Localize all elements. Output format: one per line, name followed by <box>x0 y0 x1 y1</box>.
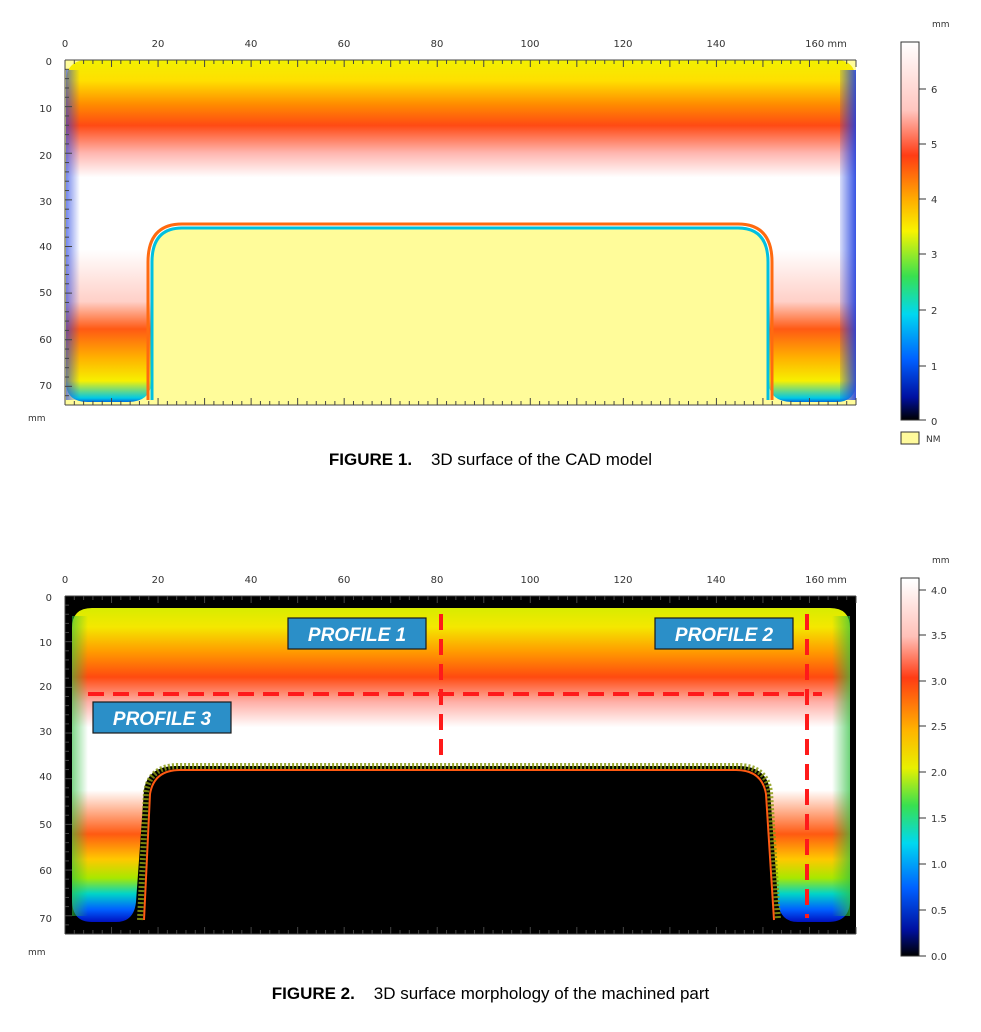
figure-2-scale-label: 0.0 <box>931 952 947 963</box>
figure-2-y-tick: 70 <box>39 914 52 925</box>
figure-1-y-tick: 60 <box>39 335 52 346</box>
figure-2-y-tick: 10 <box>39 638 52 649</box>
figure-2-y-tick: 40 <box>39 772 52 783</box>
figure-1-scale-unit: mm <box>932 20 950 30</box>
figure-2-x-tick: 0 <box>62 575 68 586</box>
figure-1-y-tick: 0 <box>46 57 52 68</box>
figure-2-inner-edge <box>137 763 781 921</box>
figure-1-nm-swatch <box>900 431 920 445</box>
figure-2-x-tick: 100 <box>520 575 539 586</box>
figure-2-y-tick: 20 <box>39 682 52 693</box>
figure-1-plot: 0 20 40 60 80 100 120 140 160 mm 0 10 20… <box>28 20 950 445</box>
figure-2-y-tick: 0 <box>46 593 52 604</box>
figure-1-scale-ticks <box>919 88 926 421</box>
figure-2-scale-label: 3.0 <box>931 677 947 688</box>
figure-1-y-tick: 30 <box>39 197 52 208</box>
figure-2: PROFILE 1 PROFILE 2 PROFILE 3 0 20 40 60… <box>0 540 981 1032</box>
figure-2-x-tick: 20 <box>152 575 165 586</box>
figure-2-y-unit: mm <box>28 948 46 958</box>
figure-1-x-tick: 120 <box>613 39 632 50</box>
figure-2-inner-edge-orange <box>143 769 775 921</box>
figure-1: 0 20 40 60 80 100 120 140 160 mm 0 10 20… <box>0 0 981 480</box>
figure-1-y-tick: 50 <box>39 288 52 299</box>
figure-2-x-tick: 120 <box>613 575 632 586</box>
figure-1-x-tick: 0 <box>62 39 68 50</box>
profile-3-text: PROFILE 3 <box>113 709 212 730</box>
figure-1-x-tick: 20 <box>152 39 165 50</box>
figure-1-y-tick: 40 <box>39 242 52 253</box>
figure-1-left-edge <box>66 70 82 400</box>
figure-1-x-tick: 140 <box>706 39 725 50</box>
figure-2-y-tick: 50 <box>39 820 52 831</box>
figure-2-right-edge <box>832 616 850 916</box>
figure-1-scale-label: 0 <box>931 417 937 428</box>
figure-1-right-edge <box>840 70 856 400</box>
figure-2-x-tick: 140 <box>706 575 725 586</box>
figure-2-scale-label: 3.5 <box>931 631 947 642</box>
figure-2-scale-label: 2.0 <box>931 768 947 779</box>
figure-1-scale-label: 3 <box>931 250 937 261</box>
figure-2-scale-label: 4.0 <box>931 586 947 597</box>
figure-2-scale-label: 1.0 <box>931 860 947 871</box>
figure-1-y-tick: 70 <box>39 381 52 392</box>
figure-1-scale-label: 5 <box>931 140 937 151</box>
figure-2-color-scale <box>900 577 920 957</box>
figure-2-scale-ticks <box>919 589 926 957</box>
figure-2-scale-label: 2.5 <box>931 722 947 733</box>
profile-2-text: PROFILE 2 <box>675 625 774 646</box>
profile-3-label: PROFILE 3 <box>92 701 232 734</box>
figure-1-scale-label: 1 <box>931 362 937 373</box>
figure-2-x-tick: 40 <box>245 575 258 586</box>
figure-2-scale-label: 1.5 <box>931 814 947 825</box>
figure-2-plot: PROFILE 1 PROFILE 2 PROFILE 3 0 20 40 60… <box>28 556 950 963</box>
figure-1-y-tick: 20 <box>39 151 52 162</box>
figure-2-scale-unit: mm <box>932 556 950 566</box>
figure-1-inner-edge <box>150 226 770 400</box>
figure-2-ticks <box>64 595 857 935</box>
figure-2-left-edge <box>72 616 90 916</box>
figure-2-x-tick: 160 mm <box>805 575 847 586</box>
figure-2-caption-label: FIGURE 2. <box>271 984 355 1003</box>
figure-2-x-tick: 60 <box>338 575 351 586</box>
figure-1-nm-label: NM <box>926 435 941 445</box>
profile-1-label: PROFILE 1 <box>287 617 427 650</box>
figure-1-caption-text: 3D surface of the CAD model <box>430 450 653 469</box>
figure-1-scale-label: 4 <box>931 195 937 206</box>
profile-2-label: PROFILE 2 <box>654 617 794 650</box>
figure-1-ticks <box>64 59 857 406</box>
figure-1-part-surface <box>66 60 856 402</box>
figure-2-y-tick: 60 <box>39 866 52 877</box>
figure-1-scale-label: 2 <box>931 306 937 317</box>
figure-1-y-unit: mm <box>28 414 46 424</box>
figure-1-x-tick: 100 <box>520 39 539 50</box>
figure-2-caption-text: 3D surface morphology of the machined pa… <box>373 984 710 1003</box>
figure-2-caption: FIGURE 2. 3D surface morphology of the m… <box>0 984 981 1004</box>
figure-1-caption-label: FIGURE 1. <box>328 450 413 469</box>
profile-1-text: PROFILE 1 <box>308 625 406 646</box>
figure-1-y-tick: 10 <box>39 104 52 115</box>
figure-1-scale-label: 6 <box>931 85 937 96</box>
figure-2-scale-label: 0.5 <box>931 906 947 917</box>
figure-1-color-scale <box>900 41 920 421</box>
figure-1-x-tick: 80 <box>431 39 444 50</box>
figure-1-caption: FIGURE 1. 3D surface of the CAD model <box>0 450 981 470</box>
figure-1-x-tick: 160 mm <box>805 39 847 50</box>
figure-1-x-tick: 60 <box>338 39 351 50</box>
figure-1-inner-edge-outer <box>146 222 774 400</box>
figure-1-x-tick: 40 <box>245 39 258 50</box>
figure-2-x-tick: 80 <box>431 575 444 586</box>
figure-2-y-tick: 30 <box>39 727 52 738</box>
